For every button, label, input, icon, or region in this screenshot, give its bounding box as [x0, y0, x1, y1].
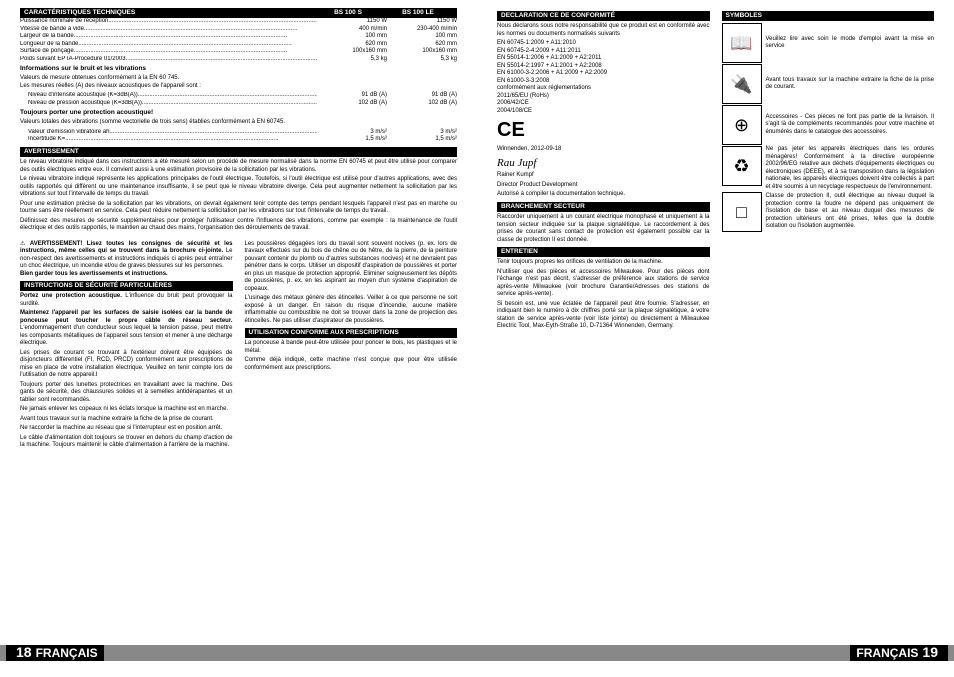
protect-header: Toujours porter une protection acoustiqu… — [20, 109, 457, 117]
right-right-col: SYMBOLES 📖Veuillez lire avec soin le mod… — [722, 8, 935, 333]
spec-row: Valeur d'émission vibratoire ah3 m/s²3 m… — [28, 129, 457, 137]
util-p1: La ponceuse à bande peut-être utilisée p… — [245, 340, 458, 355]
sec-p6: Avant tous travaux sur la machine extrai… — [20, 416, 233, 424]
branch-p1: Raccorder uniquement à un courant électr… — [497, 214, 710, 244]
symbol-text: Ne pas jeter les appareils électriques d… — [766, 146, 935, 191]
symbol-text: Veuillez lire avec soin le mode d'emploi… — [766, 23, 935, 63]
spec-col2: BS 100 LE — [383, 9, 453, 17]
vib-rows: Valeur d'émission vibratoire ah3 m/s²3 m… — [20, 129, 457, 144]
symbol-row: 🔌Avant tous travaux sur la machine extra… — [722, 64, 935, 104]
decl-norm: EN 55014-2:1997 + A1:2001 + A2:2008 — [497, 63, 710, 71]
symbol-icon: ♻ — [722, 146, 762, 186]
spec-col1: BS 100 S — [313, 9, 383, 17]
symbol-icon: 📖 — [722, 23, 762, 63]
decl-norms: EN 60745-1:2009 + A11:2010EN 60745-2-4:2… — [497, 40, 710, 115]
col2-p1: Les poussières dégagées lors du travail … — [245, 241, 458, 294]
sec-p7: Ne raccorder la machine au réseau que si… — [20, 425, 233, 433]
noise-rows: Niveau d'intensité acoustique (K=3dB(A))… — [20, 92, 457, 107]
footer-lang: FRANÇAIS — [856, 646, 918, 661]
sig-auth: Autorisé à compiler la documentation tec… — [497, 191, 710, 199]
decl-norm: EN 60745-2-4:2009 + A11:2011 — [497, 48, 710, 56]
left-col: ⚠ AVERTISSEMENT! Lisez toutes les consig… — [20, 239, 233, 452]
noise-header: Informations sur le bruit et les vibrati… — [20, 65, 457, 73]
sec-p4: Toujours porter des lunettes protectrice… — [20, 382, 233, 405]
symbol-text: Avant tous travaux sur la machine extrai… — [766, 64, 935, 104]
symbol-row: ♻Ne pas jeter les appareils électriques … — [722, 146, 935, 191]
ent-p2: N'utiliser que des pièces et accessoires… — [497, 269, 710, 299]
symbol-row: ⊕Accessoires - Ces pièces ne font pas pa… — [722, 105, 935, 145]
decl-norm: 2011/65/EU (RoHs) — [497, 93, 710, 101]
spec-row: Niveau d'intensité acoustique (K=3dB(A))… — [28, 92, 457, 100]
sec-p8: Le câble d'alimentation doit toujours se… — [20, 435, 233, 450]
decl-norm: EN 60745-1:2009 + A11:2010 — [497, 40, 710, 48]
decl-date: Winnenden, 2012-09-18 — [497, 146, 710, 154]
decl-norm: 2006/42/CE — [497, 100, 710, 108]
sec-p1: Portez une protection acoustique. L'infl… — [20, 293, 233, 308]
spec-row: Vitesse de bande à vide400 m/min230-400 … — [20, 26, 457, 34]
symbol-row: □Classe de protection II, outil électriq… — [722, 192, 935, 232]
decl-intro: Nous déclarons sous notre responsabilité… — [497, 23, 710, 38]
sec-header: INSTRUCTIONS DE SÉCURITÉ PARTICULIÈRES — [20, 281, 233, 291]
warn-icon: ⚠ — [20, 241, 25, 249]
spec-row: Incertitude K=1,5 m/s²1,5 m/s² — [28, 136, 457, 144]
sec-p2: Maintenez l'appareil par les surfaces de… — [20, 310, 233, 348]
page-num: 18 — [16, 644, 32, 662]
util-header: UTILISATION CONFORME AUX PRESCRIPTIONS — [245, 328, 458, 338]
sym-header: SYMBOLES — [722, 11, 935, 21]
branch-header: BRANCHEMENT SECTEUR — [497, 202, 710, 212]
decl-norm: EN 55014-1:2006 + A1:2009 + A2:2011 — [497, 55, 710, 63]
page-18: CARACTÉRISTIQUES TECHNIQUES BS 100 S BS … — [0, 0, 477, 677]
noise-intro: Valeurs de mesure obtenues conformément … — [20, 75, 457, 90]
ent-p3: Si besoin est, une vue éclatée de l'appa… — [497, 301, 710, 331]
symbol-icon: 🔌 — [722, 64, 762, 104]
vib-intro: Valeurs totales des vibrations (somme ve… — [20, 119, 457, 127]
spec-header: CARACTÉRISTIQUES TECHNIQUES BS 100 S BS … — [20, 8, 457, 18]
spec-title: CARACTÉRISTIQUES TECHNIQUES — [24, 9, 313, 17]
warning-box: ⚠ AVERTISSEMENT! Lisez toutes les consig… — [20, 241, 233, 279]
ent-p1: Tenir toujours propres les orifices de v… — [497, 259, 710, 267]
decl-norm: conformément aux réglementations — [497, 85, 710, 93]
symbol-icon: ⊕ — [722, 105, 762, 145]
symbol-text: Classe de protection II, outil électriqu… — [766, 192, 935, 232]
symbol-icon: □ — [722, 192, 762, 232]
page-19: DECLARATION CE DE CONFORMITÉ Nous déclar… — [477, 0, 954, 677]
avert-p2: Le niveau vibratoire indiqué représente … — [20, 176, 457, 199]
sec-p3: Les prises de courant se trouvant à l'ex… — [20, 350, 233, 380]
signature: Rau Jupf — [497, 157, 710, 171]
footer-lang: FRANÇAIS — [36, 646, 98, 661]
sig-name: Rainer Kumpf — [497, 172, 710, 180]
right-col: Les poussières dégagées lors du travail … — [245, 239, 458, 452]
sig-title: Director Product Development — [497, 182, 710, 190]
ce-mark: CE — [497, 118, 710, 143]
decl-norm: 2004/108/CE — [497, 108, 710, 116]
decl-norm: EN 61000-3-2:2006 + A1:2009 + A2:2009 — [497, 70, 710, 78]
sec-p5: Ne jamais enlever les copeaux ni les écl… — [20, 406, 233, 414]
spec-row: Surface de ponçage100x160 mm100x160 mm — [20, 48, 457, 56]
avert-p4: Définissez des mesures de sécurité suppl… — [20, 218, 457, 233]
avert-p3: Pour une estimation précise de la sollic… — [20, 201, 457, 216]
spec-row: Puissance nominale de réception1150 W115… — [20, 18, 457, 26]
symbol-text: Accessoires - Ces pièces ne font pas par… — [766, 105, 935, 145]
spec-rows: Puissance nominale de réception1150 W115… — [20, 18, 457, 63]
util-p2: Comme déjà indiqué, cette machine n'est … — [245, 357, 458, 372]
symbol-table: 📖Veuillez lire avec soin le mode d'emplo… — [722, 23, 935, 232]
footer-right: FRANÇAIS 19 — [477, 645, 954, 665]
symbol-row: 📖Veuillez lire avec soin le mode d'emplo… — [722, 23, 935, 63]
decl-header: DECLARATION CE DE CONFORMITÉ — [497, 11, 710, 21]
right-left-col: DECLARATION CE DE CONFORMITÉ Nous déclar… — [497, 8, 710, 333]
col2-p2: L'usinage des métaux génère des étincell… — [245, 295, 458, 325]
decl-norm: EN 61000-3-3:2008 — [497, 78, 710, 86]
avert-header: AVERTISSEMENT — [20, 147, 457, 157]
spec-row: Longueur de la bande620 mm620 mm — [20, 41, 457, 49]
entretien-header: ENTRETIEN — [497, 247, 710, 257]
spec-row: Niveau de pression acoustique (K=3dB(A))… — [28, 100, 457, 108]
footer-left: 18 FRANÇAIS — [0, 645, 477, 665]
avert-p1: Le niveau vibratoire indiqué dans ces in… — [20, 159, 457, 174]
spec-row: Largeur de la bande100 mm100 mm — [20, 33, 457, 41]
page-num: 19 — [922, 644, 938, 662]
spec-row: Poids suivant EPTA-Procedure 01/20035,3 … — [20, 56, 457, 64]
